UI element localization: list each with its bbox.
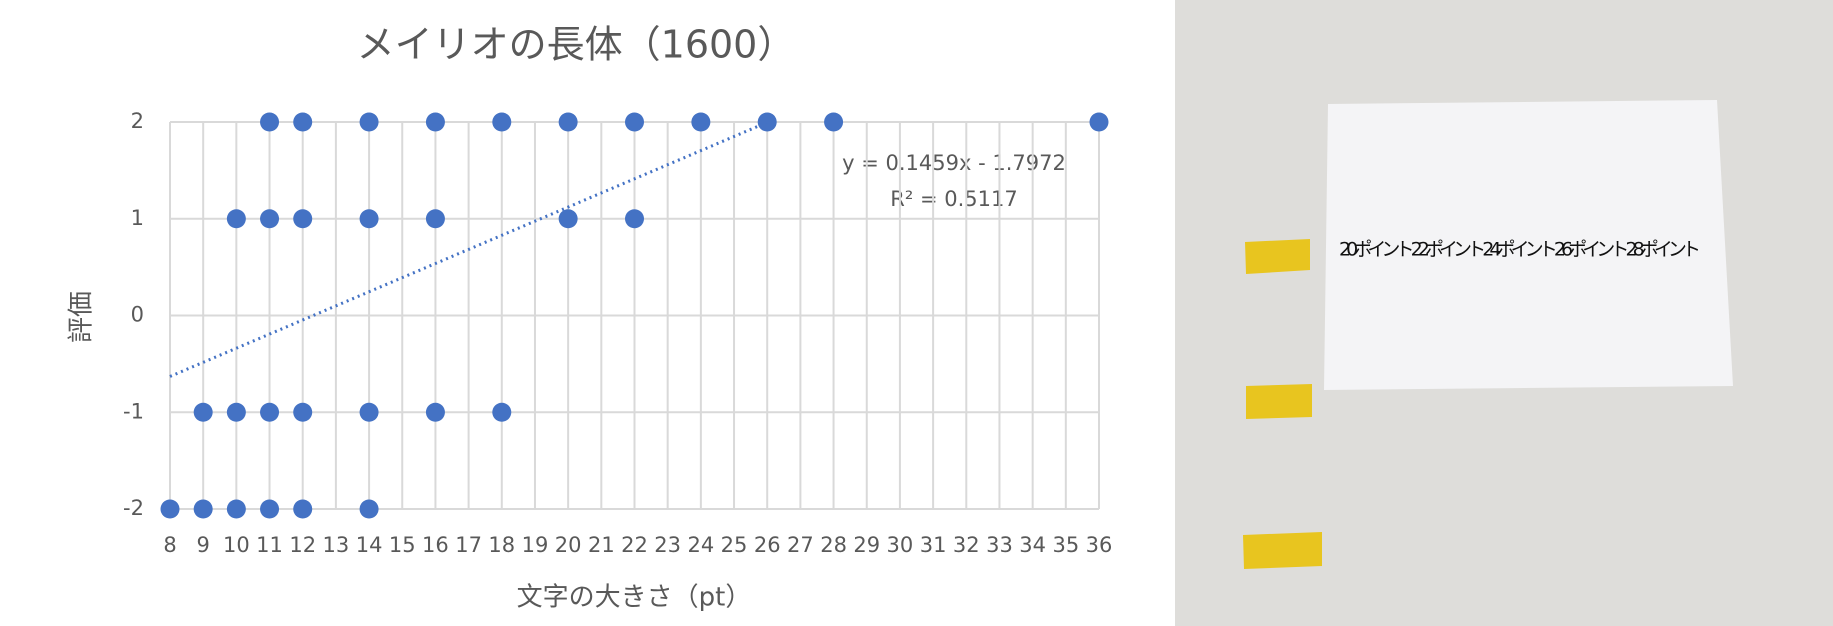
point xyxy=(193,499,213,519)
x-tick-label: 34 xyxy=(1019,533,1046,557)
point xyxy=(359,209,379,229)
x-tick-label: 31 xyxy=(920,533,947,557)
y-axis-label: 評価 xyxy=(67,291,97,343)
x-tick-label: 8 xyxy=(163,533,176,557)
x-tick-label: 9 xyxy=(196,533,209,557)
chart: メイリオの長体（1600） 文字の大きさ（pt） 評価 y = 0.1459x … xyxy=(67,23,1113,613)
x-tick-label: 10 xyxy=(223,533,250,557)
point xyxy=(824,112,844,132)
point xyxy=(293,402,313,422)
point xyxy=(359,499,379,519)
trendline xyxy=(169,120,768,378)
y-tick-label: 0 xyxy=(131,303,144,327)
x-tick-label: 22 xyxy=(621,533,648,557)
y-tick-label: 2 xyxy=(131,109,144,133)
point xyxy=(492,402,512,422)
paper-text: 20ポイント 22ポイント 24ポイント 26ポイント 28ポイント xyxy=(1339,239,1701,261)
x-tick-label: 23 xyxy=(654,533,681,557)
y-tick-label: 1 xyxy=(131,206,144,230)
photo: 20ポイント 22ポイント 24ポイント 26ポイント 28ポイント xyxy=(1175,0,1833,626)
point xyxy=(226,499,246,519)
tape xyxy=(1245,239,1310,274)
point xyxy=(757,112,777,132)
x-tick-label: 21 xyxy=(588,533,615,557)
point xyxy=(359,112,379,132)
trendline-equation: y = 0.1459x - 1.7972 xyxy=(842,151,1066,175)
point xyxy=(558,209,578,229)
point xyxy=(425,209,445,229)
point xyxy=(260,209,280,229)
x-tick-label: 33 xyxy=(986,533,1013,557)
chart-title: メイリオの長体（1600） xyxy=(357,23,796,67)
x-tick-label: 15 xyxy=(389,533,416,557)
x-tick-label: 13 xyxy=(323,533,350,557)
tape xyxy=(1246,384,1312,419)
point xyxy=(293,209,313,229)
x-tick-label: 32 xyxy=(953,533,980,557)
x-tick-label: 11 xyxy=(256,533,283,557)
x-tick-label: 20 xyxy=(555,533,582,557)
x-tick-label: 16 xyxy=(422,533,449,557)
trendline-r2: R² = 0.5117 xyxy=(890,187,1017,211)
x-tick-label: 18 xyxy=(488,533,515,557)
point xyxy=(625,112,644,132)
point xyxy=(425,112,445,132)
paper xyxy=(1324,100,1733,390)
x-tick-label: 25 xyxy=(721,533,748,557)
y-tick-label: -2 xyxy=(123,496,144,520)
point xyxy=(226,402,246,422)
x-tick-label: 24 xyxy=(687,533,714,557)
x-tick-label: 28 xyxy=(820,533,847,557)
point xyxy=(359,402,379,422)
point xyxy=(1089,112,1109,132)
x-tick-label: 27 xyxy=(787,533,814,557)
point xyxy=(260,499,280,519)
point xyxy=(558,112,578,132)
point xyxy=(293,499,313,519)
point xyxy=(625,209,644,229)
point xyxy=(226,209,246,229)
tape xyxy=(1243,532,1322,569)
x-tick-label: 30 xyxy=(887,533,914,557)
point xyxy=(260,112,280,132)
point xyxy=(260,402,280,422)
point xyxy=(691,112,711,132)
point xyxy=(160,499,180,519)
x-tick-label: 35 xyxy=(1052,533,1079,557)
x-tick-label: 12 xyxy=(289,533,316,557)
x-tick-label: 17 xyxy=(455,533,482,557)
y-tick-label: -1 xyxy=(123,399,144,423)
x-tick-label: 36 xyxy=(1086,533,1113,557)
point xyxy=(425,402,445,422)
x-tick-label: 14 xyxy=(356,533,383,557)
x-axis-label: 文字の大きさ（pt） xyxy=(517,583,752,613)
point xyxy=(293,112,313,132)
x-tick-label: 29 xyxy=(853,533,880,557)
x-tick-label: 26 xyxy=(754,533,781,557)
x-tick-label: 19 xyxy=(522,533,549,557)
point xyxy=(193,402,213,422)
point xyxy=(492,112,512,132)
grid xyxy=(169,121,1100,510)
